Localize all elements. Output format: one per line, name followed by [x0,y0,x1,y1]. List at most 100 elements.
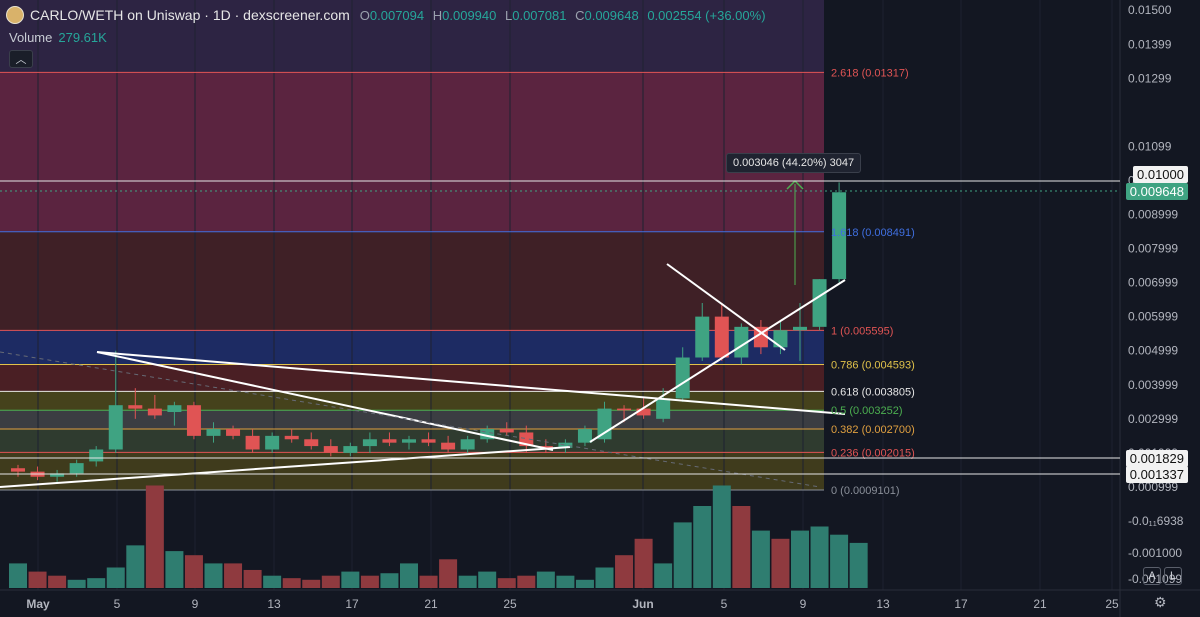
close-value: 0.009648 [584,7,639,23]
volume-bar-41 [810,526,829,588]
fib-zone-top [0,0,824,73]
x-tick-4: 17 [345,597,359,611]
gear-icon[interactable]: ⚙ [1154,594,1167,610]
dashed-trendline [0,351,821,488]
y-tick-7: 0.006999 [1128,276,1178,290]
volume-bar-21 [419,575,438,588]
y-tick-5: 0.008999 [1128,207,1178,221]
volume-bar-36 [712,485,731,588]
open-value: 0.007094 [369,7,425,23]
candle-body-28 [558,442,573,448]
volume-bar-40 [791,530,809,588]
volume-legend: Volume 279.61K [9,30,107,45]
y-volume-tick-2: -0.001099 [1128,572,1182,586]
volume-value: 279.61K [58,30,107,45]
volume-bar-1 [28,571,47,588]
chevron-up-icon[interactable]: ︿ [9,50,33,68]
y-axis[interactable]: 0.015000.013990.012990.010990.010000.008… [1119,0,1184,617]
trendline-ascending-1[interactable] [0,446,571,488]
x-tick-10: 13 [876,597,890,611]
future-area [824,0,1120,490]
ohlc-readout: O0.007094 H0.009940 L0.007081 C0.009648 … [360,8,771,23]
candle-body-3 [69,463,84,474]
y-tick-8: 0.005999 [1128,310,1178,324]
fib-label-1: 1 (0.005595) [831,325,893,337]
volume-bar-14 [282,578,301,588]
volume-bar-15 [302,579,321,588]
trendline-drawings[interactable] [0,179,846,488]
candle-body-12 [245,435,260,450]
volume-bar-34 [673,522,692,588]
candle-body-36 [714,316,729,358]
candle-body-2 [50,473,65,477]
x-tick-3: 13 [267,597,281,611]
volume-bar-16 [321,575,340,588]
fib-zone-1.618 [0,231,824,331]
volume-bar-32 [634,538,653,588]
candle-body-22 [441,442,456,450]
volume-bar-17 [341,571,360,588]
open-label: O [359,7,370,23]
low-value: 0.007081 [512,7,567,23]
candle-body-20 [402,439,416,443]
candle-body-19 [382,439,397,443]
y-tick-10: 0.003999 [1128,378,1178,392]
x-tick-1: 5 [114,597,121,611]
candle-body-29 [577,429,592,443]
x-tick-2: 9 [192,597,199,611]
candle-body-6 [128,405,143,409]
volume-bar-19 [380,573,399,588]
y-tick-13: 0.000999 [1128,480,1178,494]
candle-body-14 [284,435,299,440]
volume-bar-25 [497,578,516,588]
fib-label-0.236: 0.236 (0.002015) [831,447,915,459]
log-scale-button[interactable]: L [1164,567,1182,585]
candle-body-9 [186,405,201,436]
volume-bar-39 [771,538,790,588]
y-volume-tick-1: -0.001000 [1128,546,1182,560]
volume-bar-13 [263,575,282,588]
volume-bar-38 [751,530,770,588]
change-value: 0.002554 (+36.00%) [647,7,766,23]
token-logo-icon [6,6,24,24]
trendline-wedge[interactable] [666,263,786,351]
volume-bar-42 [830,534,849,588]
x-tick-6: 25 [503,597,517,611]
candle-body-5 [108,405,123,450]
fib-label-0.382: 0.382 (0.002700) [831,424,915,436]
candle-body-30 [597,408,612,440]
symbol-title[interactable]: CARLO/WETH on Uniswap · 1D · dexscreener… [30,7,350,23]
candle-body-23 [460,439,475,450]
candle-body-32 [636,408,651,416]
price-tag-1: 0.009648 [1125,183,1188,200]
fib-label-0.5: 0.5 (0.003252) [831,405,903,417]
candle-body-39 [773,330,788,348]
volume-bar-8 [165,551,184,588]
volume-bar-33 [654,563,673,588]
x-tick-13: 25 [1105,597,1119,611]
price-tag-3: 0.001337 [1125,466,1188,483]
candle-body-34 [675,357,690,399]
trendline-ascending-2[interactable] [589,279,846,443]
candle-body-11 [226,429,241,436]
x-axis: May 5 9 13 17 21 25 Jun 5 9 13 17 21 25 [0,589,1200,611]
auto-scale-button[interactable]: A [1143,567,1161,585]
measure-tooltip: 0.003046 (44.20%) 3047 [726,153,862,173]
trendline-descending-2[interactable] [96,351,846,415]
candle-body-8 [167,405,182,413]
volume-bar-30 [595,567,614,588]
x-tick-12: 21 [1033,597,1047,611]
candle-body-27 [538,446,553,448]
volume-bar-37 [732,506,751,588]
y-tick-3: 0.01099 [1128,140,1172,154]
trendline-descending-1[interactable] [96,351,554,451]
volume-label: Volume [9,30,53,45]
price-tag-0: 0.01000 [1133,166,1188,183]
volume-bar-11 [224,563,243,588]
close-label: C [575,7,585,23]
low-label: L [505,7,513,23]
candle-body-21 [421,439,436,443]
y-volume-tick-0: -0.0₁₁6938 [1128,514,1184,528]
x-tick-8: 5 [721,597,728,611]
